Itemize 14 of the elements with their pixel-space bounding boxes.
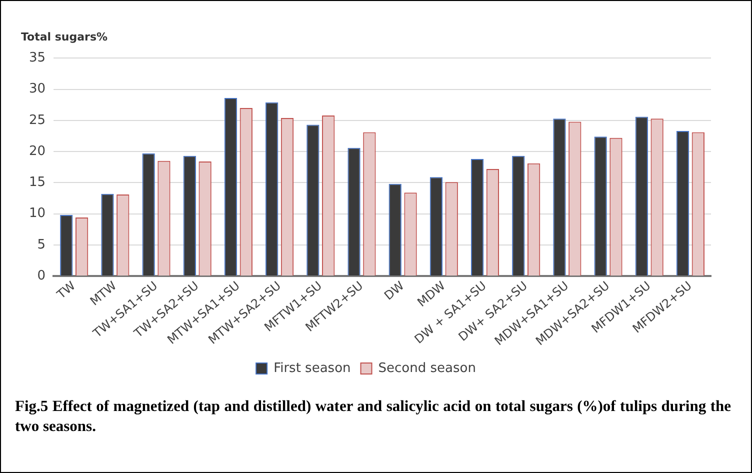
caption: Fig.5 Effect of magnetized (tap and distilled) water and salicylic acid on total sugars (%)of tulips during the two seasons. <box>15 397 731 437</box>
x-tick-label: DW <box>382 278 407 303</box>
y-tick-label: 30 <box>28 82 46 97</box>
y-tick-label: 25 <box>28 112 46 128</box>
legend-label: Second season <box>378 360 476 376</box>
y-axis-title: Total sugars% <box>21 30 108 44</box>
y-tick-label: 0 <box>37 268 46 284</box>
legend-label: First season <box>274 360 351 376</box>
x-tick-label: TW <box>54 278 78 302</box>
y-tick-label: 20 <box>28 144 46 159</box>
y-tick-label: 35 <box>28 50 46 66</box>
y-tick-label: 10 <box>28 206 46 222</box>
y-tick-label: 15 <box>28 175 46 190</box>
y-tick-label: 5 <box>37 237 46 252</box>
